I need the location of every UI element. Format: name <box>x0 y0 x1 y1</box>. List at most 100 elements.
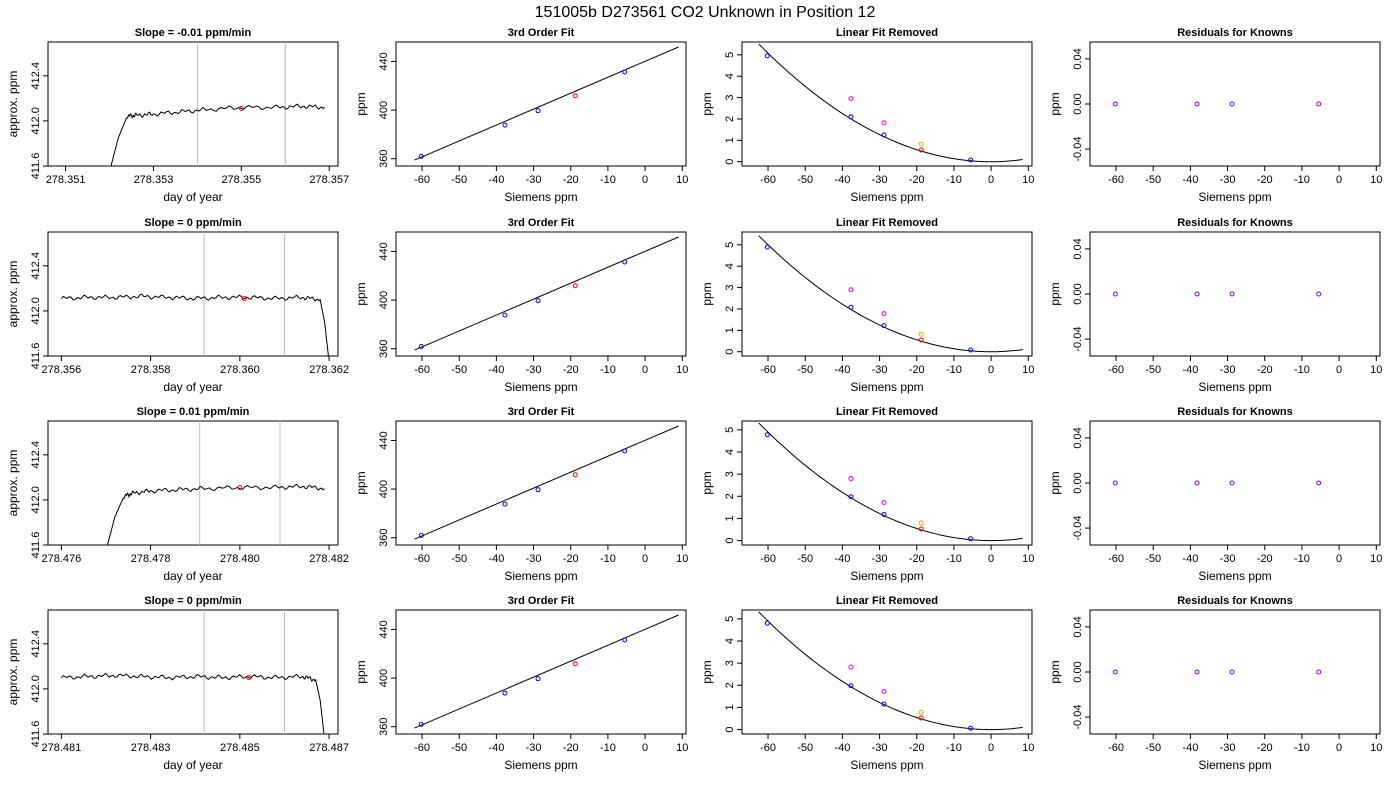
data-point <box>535 487 541 493</box>
fit-line <box>414 46 679 161</box>
x-axis-label: Siemens ppm <box>504 758 577 772</box>
data-point <box>848 683 854 689</box>
x-tick-label: -10 <box>1294 174 1310 186</box>
plot-frame <box>395 420 687 546</box>
y-tick-label: 1 <box>724 137 736 143</box>
y-tick-label: 0 <box>724 727 736 733</box>
x-tick-label: -10 <box>946 742 962 754</box>
plot-area <box>1112 101 1322 107</box>
data-point <box>848 476 854 482</box>
x-tick-label: -30 <box>1220 174 1236 186</box>
y-tick-label: 400 <box>378 291 390 309</box>
data-point <box>881 688 887 694</box>
data-point <box>764 620 770 626</box>
data-point <box>622 259 628 265</box>
data-point <box>918 709 924 715</box>
x-tick-label: -50 <box>797 553 813 565</box>
x-axis-label: Siemens ppm <box>504 569 577 583</box>
plot-frame <box>1089 609 1381 735</box>
panel-title: Linear Fit Removed <box>836 27 938 39</box>
panel-title: Residuals for Knowns <box>1177 217 1293 229</box>
plot-area <box>758 235 1023 353</box>
x-tick-label: -10 <box>1294 364 1310 376</box>
y-tick-label: 0.00 <box>1072 93 1084 114</box>
plot-area <box>758 422 1023 542</box>
y-tick-label: 1 <box>724 327 736 333</box>
y-tick-label: 412.4 <box>30 252 42 280</box>
y-tick-label: 0 <box>724 159 736 165</box>
data-point <box>881 701 887 707</box>
y-tick-label: 3 <box>724 471 736 477</box>
x-axis-label: Siemens ppm <box>1198 758 1271 772</box>
data-point <box>918 520 924 526</box>
x-tick-label: 278.481 <box>42 742 82 754</box>
x-tick-label: -50 <box>451 174 467 186</box>
data-point <box>572 93 578 99</box>
y-tick-label: 360 <box>378 529 390 547</box>
mean-point <box>246 675 252 681</box>
x-tick-label: -60 <box>760 742 776 754</box>
data-point <box>848 114 854 120</box>
data-point <box>1316 669 1322 675</box>
panel-time-series-row-3: Slope = 0 ppm/min 278.481 278.483 278.485 27… <box>6 595 349 772</box>
data-point <box>764 244 770 250</box>
y-axis-label: ppm <box>354 660 368 683</box>
y-tick-label: 0.00 <box>1072 283 1084 304</box>
x-tick-label: 278.483 <box>131 742 171 754</box>
x-tick-label: -60 <box>1108 364 1124 376</box>
data-point <box>622 69 628 75</box>
plot-frame <box>1089 41 1381 167</box>
data-point <box>918 337 924 343</box>
data-point <box>622 448 628 454</box>
plot-area <box>414 236 679 351</box>
x-tick-label: -10 <box>1294 742 1310 754</box>
x-axis-label: day of year <box>163 380 222 394</box>
y-tick-label: 400 <box>378 480 390 498</box>
data-point <box>1316 101 1322 107</box>
y-axis-label: ppm <box>1048 282 1062 305</box>
data-point <box>848 664 854 670</box>
x-tick-label: 0 <box>988 553 994 565</box>
panel-fit-row-0: 3rd Order Fit -60 -50 -40 -30 -20 -10 0 10 360 400… <box>354 27 688 204</box>
data-point <box>572 661 578 667</box>
x-tick-label: -50 <box>1145 742 1161 754</box>
x-tick-label: 10 <box>676 364 688 376</box>
x-axis-label: Siemens ppm <box>1198 190 1271 204</box>
data-point <box>622 637 628 643</box>
plot-frame <box>47 231 339 357</box>
y-tick-label: 0.04 <box>1072 48 1084 69</box>
y-tick-label: 440 <box>378 620 390 638</box>
y-tick-label: 2 <box>724 682 736 688</box>
panel-title: 3rd Order Fit <box>508 217 575 229</box>
y-axis-label: ppm <box>700 471 714 494</box>
plot-area <box>758 611 1023 731</box>
y-tick-label: 412.0 <box>30 486 42 514</box>
y-tick-label: 400 <box>378 101 390 119</box>
series-line <box>61 672 325 734</box>
x-tick-label: -40 <box>834 742 850 754</box>
x-axis-label: Siemens ppm <box>504 380 577 394</box>
data-point <box>1229 669 1235 675</box>
x-tick-label: 278.487 <box>309 742 349 754</box>
panel-title: Linear Fit Removed <box>836 595 938 607</box>
plot-frame <box>395 609 687 735</box>
x-tick-label: -20 <box>1257 742 1273 754</box>
x-tick-label: -50 <box>797 174 813 186</box>
x-tick-label: -20 <box>563 553 579 565</box>
x-tick-label: 0 <box>642 174 648 186</box>
y-tick-label: 0.04 <box>1072 427 1084 448</box>
y-tick-label: 4 <box>724 638 736 644</box>
data-point <box>1316 291 1322 297</box>
y-tick-label: 5 <box>724 616 736 622</box>
panel-linear-removed-row-0: Linear Fit Removed -60 -50 -40 -30 -20 -10 0 10 0… <box>700 27 1034 204</box>
data-point <box>1112 101 1118 107</box>
x-tick-label: -50 <box>797 742 813 754</box>
data-point <box>848 287 854 293</box>
y-axis-label: ppm <box>700 92 714 115</box>
data-point <box>502 501 508 507</box>
x-axis-label: day of year <box>163 758 222 772</box>
x-tick-label: -50 <box>451 364 467 376</box>
x-axis-label: day of year <box>163 190 222 204</box>
data-point <box>502 312 508 318</box>
x-axis-label: Siemens ppm <box>504 190 577 204</box>
